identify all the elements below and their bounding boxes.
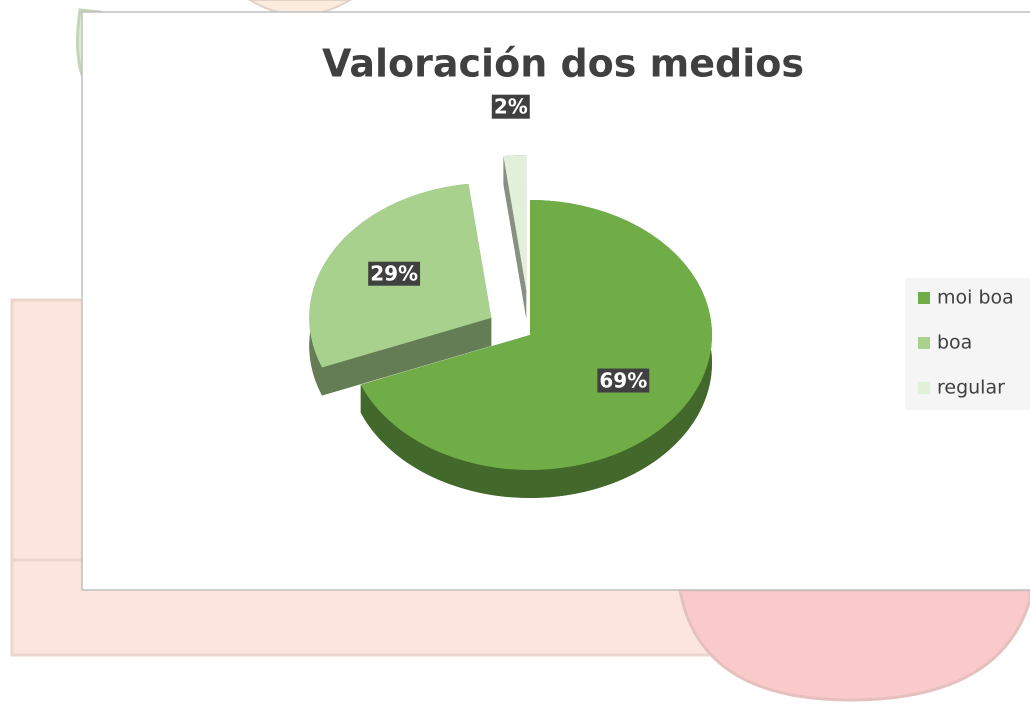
legend-swatch [918, 382, 930, 394]
slice [503, 155, 527, 291]
data-label: 29% [370, 262, 418, 286]
legend-label: boa [937, 332, 972, 354]
legend-swatch [918, 337, 930, 349]
legend-swatch [918, 292, 930, 304]
slice-edge [503, 156, 527, 319]
chart-title: Valoración dos medios [322, 42, 804, 86]
data-label-box [368, 261, 421, 286]
data-label: 69% [599, 369, 647, 393]
legend-items: moi boa boa regular [918, 287, 1014, 399]
data-label-box [491, 94, 530, 119]
bg-shape [678, 588, 1030, 702]
data-label-box [597, 368, 650, 393]
slice [360, 200, 712, 470]
legend-label: regular [937, 377, 1005, 399]
slice-edge [322, 317, 492, 396]
data-label: 2% [494, 95, 528, 119]
pie: 69% 29% 2% [309, 94, 712, 498]
legend-label: moi boa [937, 287, 1014, 309]
